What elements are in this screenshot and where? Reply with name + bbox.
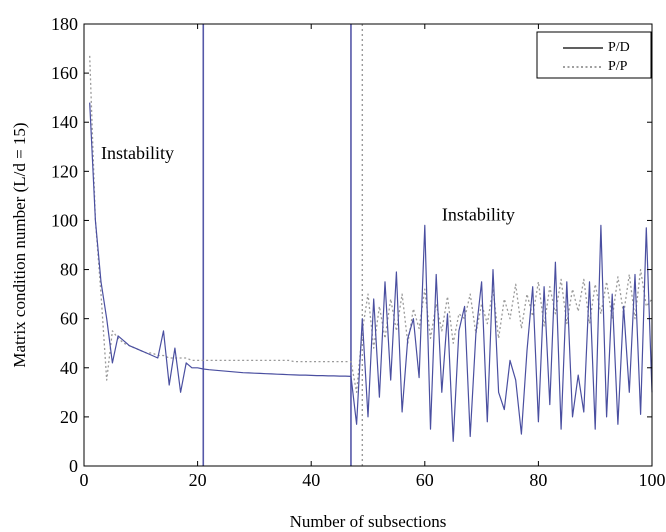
y-tick-label: 60	[60, 309, 78, 329]
y-tick-label: 20	[60, 407, 78, 427]
x-tick-label: 60	[416, 470, 434, 490]
y-tick-label: 40	[60, 358, 78, 378]
y-axis-label: Matrix condition number (L/d = 15)	[10, 122, 29, 367]
plot-frame	[83, 23, 653, 467]
y-tick-label: 80	[60, 260, 78, 280]
y-tick-label: 100	[51, 210, 78, 230]
y-tick-label: 160	[51, 63, 78, 83]
axis-ticks: 0 20 40 60 80 100 0 20 40 60 80 100 120 140 160 180	[51, 14, 666, 490]
y-tick-label: 180	[51, 14, 78, 34]
series-line-p-p	[89, 55, 653, 393]
legend-box	[536, 31, 652, 79]
annotation-instability-1: Instability	[101, 143, 174, 163]
legend-label-1: P/D	[608, 40, 630, 55]
annotation-instability-2: Instability	[442, 204, 515, 224]
x-tick-label: 80	[529, 470, 547, 490]
y-tick-label: 120	[51, 161, 78, 181]
x-tick-label: 100	[639, 470, 666, 490]
y-tick-label: 0	[69, 456, 78, 476]
x-tick-label: 20	[189, 470, 207, 490]
x-axis-label: Number of subsections	[290, 512, 447, 531]
x-tick-label: 40	[302, 470, 320, 490]
legend: P/D P/P	[536, 31, 652, 79]
plot-content: Instability Instability	[89, 24, 653, 466]
x-tick-label: 0	[80, 470, 89, 490]
y-tick-label: 140	[51, 112, 78, 132]
legend-label-2: P/P	[608, 59, 628, 74]
series-line-p-d	[89, 102, 653, 442]
